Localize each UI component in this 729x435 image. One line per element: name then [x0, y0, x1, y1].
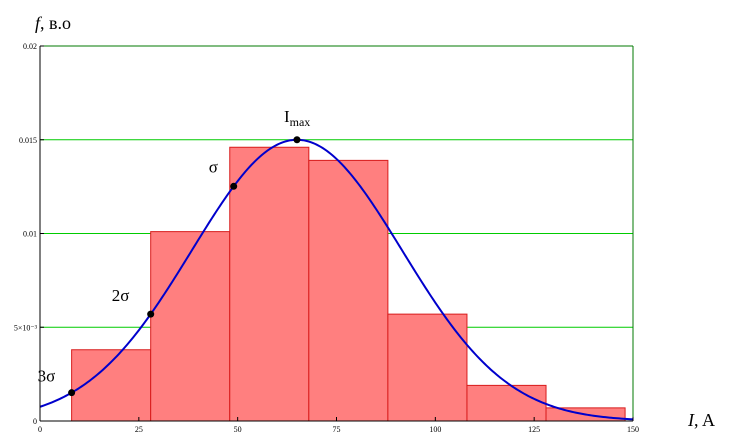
- histogram-bar-2: [229, 146, 310, 422]
- normal-curve-layer: [39, 138, 634, 421]
- y-axis-title: f, в.о: [35, 13, 71, 33]
- curve-point-label-0: 3σ: [38, 367, 56, 386]
- y-tick-label-3: 0.015: [19, 136, 37, 145]
- histogram-bar-5: [466, 384, 547, 422]
- y-axis-unit: , в.о: [40, 13, 71, 33]
- histogram-bar-4: [387, 313, 468, 422]
- x-tick-label-1: 25: [135, 425, 143, 434]
- tick-labels: 0 25 50 75 100 125 150 0 5×10⁻³ 0.01 0.015 0.02: [14, 42, 639, 434]
- curve-point-label-2: σ: [209, 157, 218, 176]
- curve-point-label-sub-3: max: [290, 115, 311, 129]
- curve-point-label-1: 2σ: [112, 286, 130, 305]
- curve-point-2: [230, 182, 238, 190]
- curve-point-0: [68, 389, 76, 397]
- x-tick-label-6: 150: [627, 425, 639, 434]
- x-tick-label-2: 50: [234, 425, 242, 434]
- y-tick-label-0: 0: [33, 417, 37, 426]
- histogram-bars: [71, 146, 626, 422]
- y-tick-label-1: 5×10⁻³: [14, 323, 38, 332]
- x-axis-unit: , A: [694, 410, 715, 430]
- x-tick-label-4: 100: [429, 425, 441, 434]
- axis-labels: f, в.о I, A: [35, 13, 715, 430]
- curve-point-3: [293, 136, 301, 144]
- y-tick-label-4: 0.02: [23, 42, 37, 51]
- histogram-bar-3: [308, 159, 389, 422]
- density-curve: [39, 138, 634, 421]
- y-tick-label-2: 0.01: [23, 230, 37, 239]
- x-tick-label-3: 75: [333, 425, 341, 434]
- curve-point-1: [147, 310, 155, 318]
- histogram-bar-1: [150, 231, 231, 422]
- x-axis-symbol: I: [687, 410, 695, 430]
- x-tick-label-5: 125: [528, 425, 540, 434]
- x-axis-title: I, A: [687, 410, 715, 430]
- x-tick-label-0: 0: [38, 425, 42, 434]
- curve-point-label-3: Imax: [284, 107, 310, 129]
- y-axis-symbol: f: [35, 13, 43, 33]
